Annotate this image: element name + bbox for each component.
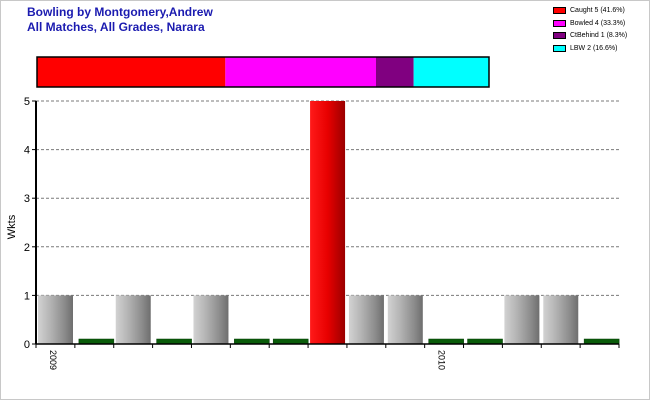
y-axis-label: Wkts <box>6 214 18 239</box>
legend-swatch-ctbehind <box>553 32 566 39</box>
breakdown-segment-caught <box>37 57 226 87</box>
legend-swatch-caught <box>553 7 566 14</box>
bar-7 <box>310 101 346 344</box>
bar-2 <box>115 295 151 344</box>
y-tick-label-2: 2 <box>24 242 30 254</box>
breakdown-border <box>36 56 490 88</box>
chart-title: Bowling by Montgomery,Andrew <box>27 5 213 19</box>
bar-12 <box>504 295 540 344</box>
legend-label-ctbehind: CtBehind 1 (8.3%) <box>570 32 628 39</box>
chart-subtitle: All Matches, All Grades, Narara <box>27 20 205 34</box>
dismissal-breakdown-bar <box>36 56 490 88</box>
legend-label-caught: Caught 5 (41.6%) <box>570 7 625 14</box>
legend-item-caught: Caught 5 (41.6%) <box>553 5 627 16</box>
x-tick-label-2009: 2009 <box>48 350 58 370</box>
bar-13 <box>543 295 579 344</box>
x-tick-label-2010: 2010 <box>437 350 447 370</box>
legend-swatch-bowled <box>553 19 566 27</box>
y-tick-label-3: 3 <box>24 193 30 205</box>
y-tick-label-5: 5 <box>24 96 30 108</box>
y-tick-label-4: 4 <box>24 145 30 157</box>
bars <box>38 101 620 345</box>
bar-8 <box>348 295 384 344</box>
bar-4 <box>193 295 229 344</box>
y-tick-label-0: 0 <box>24 339 30 351</box>
legend-item-ctbehind: CtBehind 1 (8.3%) <box>553 30 627 41</box>
legend-label-lbw: LBW 2 (16.6%) <box>570 44 618 52</box>
bar-0 <box>38 295 73 344</box>
legend-label-bowled: Bowled 4 (33.3%) <box>570 19 626 27</box>
legend-swatch-lbw <box>553 44 566 52</box>
legend-item-bowled: Bowled 4 (33.3%) <box>553 18 627 29</box>
breakdown-segment-bowled <box>225 57 376 87</box>
breakdown-segment-lbw <box>413 57 489 87</box>
axes: 0 1 2 3 4 5 2009 2010 <box>24 96 620 370</box>
breakdown-segment-ctbehind <box>376 57 414 87</box>
legend-item-lbw: LBW 2 (16.6%) <box>553 43 627 54</box>
y-tick-label-1: 1 <box>24 290 30 302</box>
bar-9 <box>387 295 423 344</box>
legend: Caught 5 (41.6%) Bowled 4 (33.3%) CtBehi… <box>553 5 627 55</box>
